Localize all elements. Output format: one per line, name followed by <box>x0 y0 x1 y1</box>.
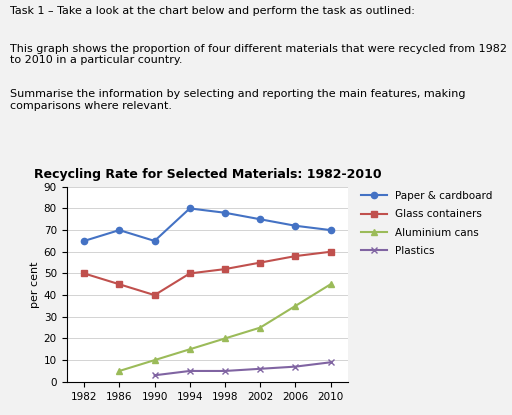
Glass containers <box>152 293 158 298</box>
Glass containers <box>292 254 298 259</box>
Line: Paper & cardboard: Paper & cardboard <box>81 205 334 244</box>
Text: Summarise the information by selecting and reporting the main features, making
c: Summarise the information by selecting a… <box>10 89 466 111</box>
Text: Task 1 – Take a look at the chart below and perform the task as outlined:: Task 1 – Take a look at the chart below … <box>10 6 415 16</box>
Plastics <box>257 366 263 371</box>
Plastics <box>292 364 298 369</box>
Y-axis label: per cent: per cent <box>30 261 39 308</box>
Plastics <box>152 373 158 378</box>
Title: Recycling Rate for Selected Materials: 1982-2010: Recycling Rate for Selected Materials: 1… <box>34 168 381 181</box>
Plastics <box>222 369 228 374</box>
Glass containers <box>187 271 193 276</box>
Paper & cardboard <box>328 227 334 232</box>
Glass containers <box>116 282 122 287</box>
Aluminium cans <box>116 369 122 374</box>
Paper & cardboard <box>292 223 298 228</box>
Legend: Paper & cardboard, Glass containers, Aluminium cans, Plastics: Paper & cardboard, Glass containers, Alu… <box>357 187 497 260</box>
Aluminium cans <box>187 347 193 352</box>
Paper & cardboard <box>116 227 122 232</box>
Aluminium cans <box>152 358 158 363</box>
Text: This graph shows the proportion of four different materials that were recycled f: This graph shows the proportion of four … <box>10 44 507 65</box>
Aluminium cans <box>222 336 228 341</box>
Line: Glass containers: Glass containers <box>81 249 334 298</box>
Line: Plastics: Plastics <box>151 359 334 379</box>
Aluminium cans <box>328 282 334 287</box>
Paper & cardboard <box>152 239 158 244</box>
Glass containers <box>257 260 263 265</box>
Glass containers <box>81 271 87 276</box>
Glass containers <box>328 249 334 254</box>
Plastics <box>328 360 334 365</box>
Paper & cardboard <box>222 210 228 215</box>
Aluminium cans <box>292 303 298 308</box>
Paper & cardboard <box>187 206 193 211</box>
Paper & cardboard <box>257 217 263 222</box>
Aluminium cans <box>257 325 263 330</box>
Glass containers <box>222 266 228 271</box>
Plastics <box>187 369 193 374</box>
Paper & cardboard <box>81 239 87 244</box>
Line: Aluminium cans: Aluminium cans <box>116 281 334 374</box>
